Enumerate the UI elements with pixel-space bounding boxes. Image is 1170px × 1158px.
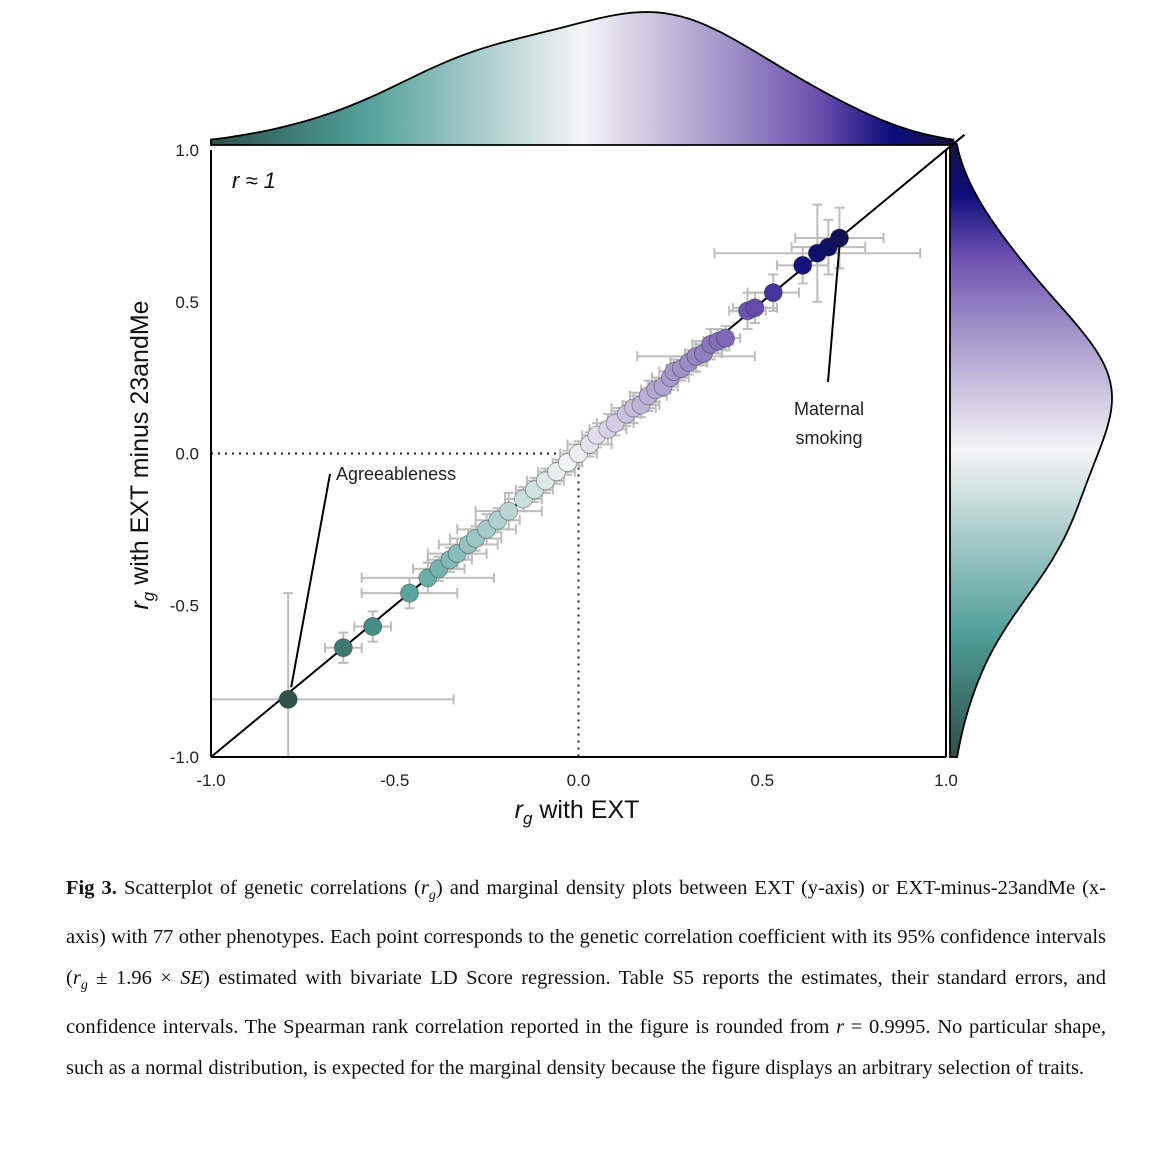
x-tick-labels: -1.0 -0.5 0.0 0.5 1.0: [196, 771, 957, 790]
data-point: [745, 298, 765, 318]
right-density: [949, 142, 1113, 758]
data-point: [499, 501, 519, 521]
data-points: [278, 228, 849, 709]
x-tick-label: 0.5: [750, 771, 774, 790]
data-point: [763, 283, 783, 303]
annotation-leader-agreeableness: [290, 473, 331, 688]
error-bar: [746, 273, 800, 312]
caption-text: ) estimated with bivariate LD Score regr…: [66, 967, 1107, 1038]
annotation-maternal-smoking: Maternal: [794, 399, 864, 419]
annotation-leader-maternal-smoking: [827, 245, 841, 383]
caption-text: g: [80, 978, 88, 994]
caption-text: r: [72, 967, 81, 990]
annotations: Agreeableness Maternal smoking: [290, 245, 864, 688]
data-point: [716, 328, 735, 348]
x-tick-label: -1.0: [196, 771, 225, 790]
caption-text: r: [420, 877, 429, 899]
data-point: [363, 616, 383, 636]
y-tick-label: -0.5: [170, 596, 199, 615]
data-point: [399, 583, 419, 603]
caption-text: = 0.9995. No particular shape, such as a…: [66, 1015, 1106, 1080]
caption-text: g: [428, 888, 436, 904]
figure-label: Fig 3.: [66, 877, 117, 899]
data-point: [829, 228, 849, 248]
annotation-agreeableness: Agreeableness: [336, 464, 456, 484]
data-point: [793, 255, 813, 275]
x-tick-label: 1.0: [934, 771, 958, 790]
axes: -1.0 -0.5 0.0 0.5 1.0 -1.0 -0.5 0.0 0.5 1.0: [170, 141, 958, 790]
annotation-maternal-smoking: smoking: [795, 428, 862, 448]
caption-body: Scatterplot of genetic correlations (rg)…: [66, 877, 1106, 1079]
y-tick-label: 1.0: [175, 141, 199, 160]
caption-text: SE: [180, 967, 204, 990]
data-point: [278, 689, 298, 709]
top-density: [210, 11, 955, 146]
right-density-curve: [949, 142, 1113, 758]
y-tick-label: -1.0: [170, 748, 199, 767]
y-tick-label: 0.0: [175, 445, 199, 464]
top-density-curve: [210, 11, 955, 146]
x-tick-label: 0.0: [567, 771, 591, 790]
caption-text: r: [836, 1015, 845, 1038]
data-point: [333, 638, 353, 658]
x-axis-title: rg with EXT: [515, 796, 640, 828]
plot-area: Agreeableness Maternal smoking r ≈ 1: [210, 134, 966, 758]
y-axis-title: rg with EXT minus 23andMe: [126, 300, 158, 609]
caption-text: ± 1.96 ×: [87, 967, 181, 990]
y-tick-label: 0.5: [175, 293, 199, 312]
figure-caption: Fig 3. Scatterplot of genetic correlatio…: [66, 868, 1106, 1090]
caption-text: ) and marginal density plots between EXT…: [66, 877, 1106, 990]
correlation-label: r ≈ 1: [232, 168, 276, 193]
zero-reference-lines: [211, 452, 580, 757]
x-tick-label: -0.5: [380, 771, 409, 790]
caption-text: Scatterplot of genetic correlations (: [116, 877, 421, 899]
y-tick-labels: -1.0 -0.5 0.0 0.5 1.0: [170, 141, 199, 767]
